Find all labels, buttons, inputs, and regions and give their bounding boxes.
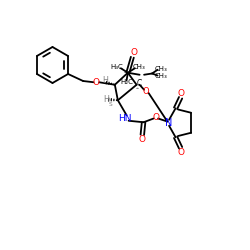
Text: HN: HN bbox=[118, 114, 132, 123]
Text: H: H bbox=[102, 76, 108, 85]
Text: CH₃: CH₃ bbox=[154, 66, 167, 72]
Text: N: N bbox=[165, 118, 172, 128]
Text: O: O bbox=[152, 113, 159, 122]
Text: CH₃: CH₃ bbox=[133, 64, 145, 70]
Text: ¹³: ¹³ bbox=[124, 71, 128, 76]
Text: H: H bbox=[104, 94, 110, 104]
Text: S: S bbox=[109, 102, 113, 107]
Text: O: O bbox=[143, 87, 150, 96]
Text: C: C bbox=[137, 79, 142, 88]
Text: CH₃: CH₃ bbox=[154, 73, 167, 79]
Text: H₂C: H₂C bbox=[120, 79, 133, 85]
Text: O: O bbox=[178, 148, 184, 157]
Text: ¹³: ¹³ bbox=[136, 87, 140, 92]
Text: O: O bbox=[131, 48, 138, 57]
Text: H₃C: H₃C bbox=[110, 64, 123, 70]
Text: O: O bbox=[178, 89, 184, 98]
Text: O: O bbox=[138, 135, 145, 144]
Text: O: O bbox=[92, 78, 100, 87]
